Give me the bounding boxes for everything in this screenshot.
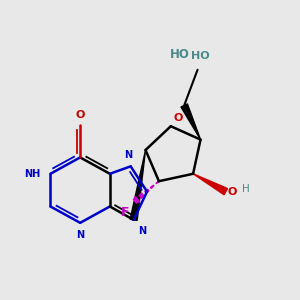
Text: NH: NH	[24, 169, 40, 179]
Text: F: F	[121, 206, 129, 220]
Polygon shape	[156, 181, 159, 184]
Polygon shape	[150, 185, 154, 188]
Text: N: N	[76, 230, 84, 240]
Polygon shape	[139, 193, 144, 198]
Text: O: O	[76, 110, 85, 120]
Polygon shape	[145, 189, 149, 193]
Text: HO: HO	[170, 48, 190, 61]
Text: HO: HO	[191, 51, 210, 61]
Polygon shape	[193, 174, 227, 195]
Text: O: O	[174, 113, 183, 123]
Text: H: H	[242, 184, 250, 194]
Polygon shape	[134, 196, 140, 203]
Text: O: O	[227, 187, 237, 196]
Polygon shape	[181, 104, 200, 140]
Text: N: N	[138, 226, 146, 236]
Polygon shape	[130, 150, 146, 220]
Text: N: N	[124, 150, 132, 161]
